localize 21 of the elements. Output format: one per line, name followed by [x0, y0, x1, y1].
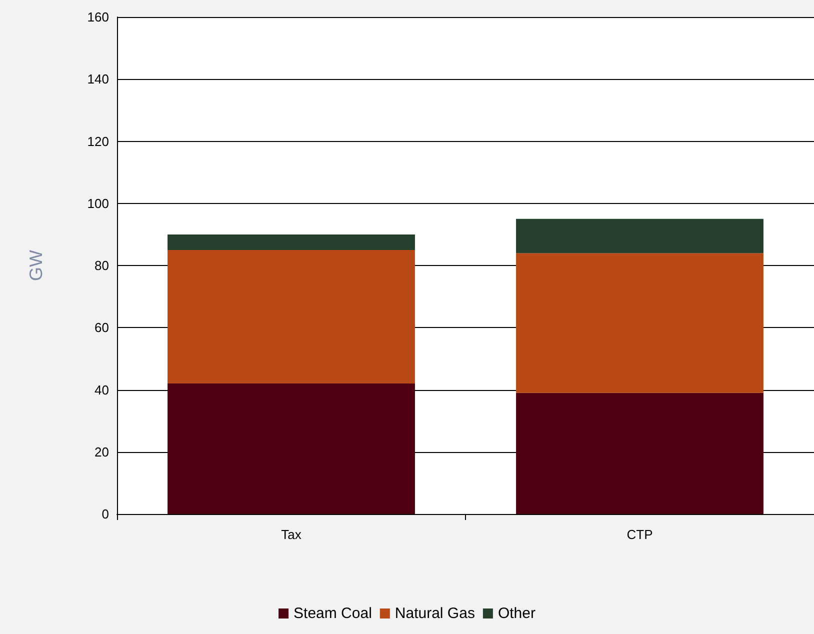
y-tick-label: 60: [94, 320, 109, 336]
y-axis-title: GW: [26, 250, 46, 281]
legend-label: Natural Gas: [394, 605, 475, 622]
y-tick-label: 140: [87, 72, 109, 87]
x-tick-label: CTP: [626, 527, 653, 542]
y-tick-label: 100: [87, 196, 109, 211]
legend-label: Steam Coal: [294, 605, 372, 622]
y-tick-label: 0: [102, 506, 109, 522]
bar: [516, 392, 764, 514]
y-tick-label: 20: [94, 444, 109, 460]
bar: [516, 218, 764, 254]
bar: [168, 384, 415, 514]
y-tick-label: 160: [87, 10, 109, 24]
y-tick-label: 120: [87, 134, 109, 149]
y-tick-label: 40: [94, 382, 109, 398]
x-tick-label: Tax: [281, 527, 302, 542]
y-tick-label: 80: [94, 258, 109, 273]
bar: [516, 253, 764, 393]
legend-label: Other: [498, 605, 536, 622]
bar: [168, 234, 415, 250]
bar: [168, 250, 415, 384]
